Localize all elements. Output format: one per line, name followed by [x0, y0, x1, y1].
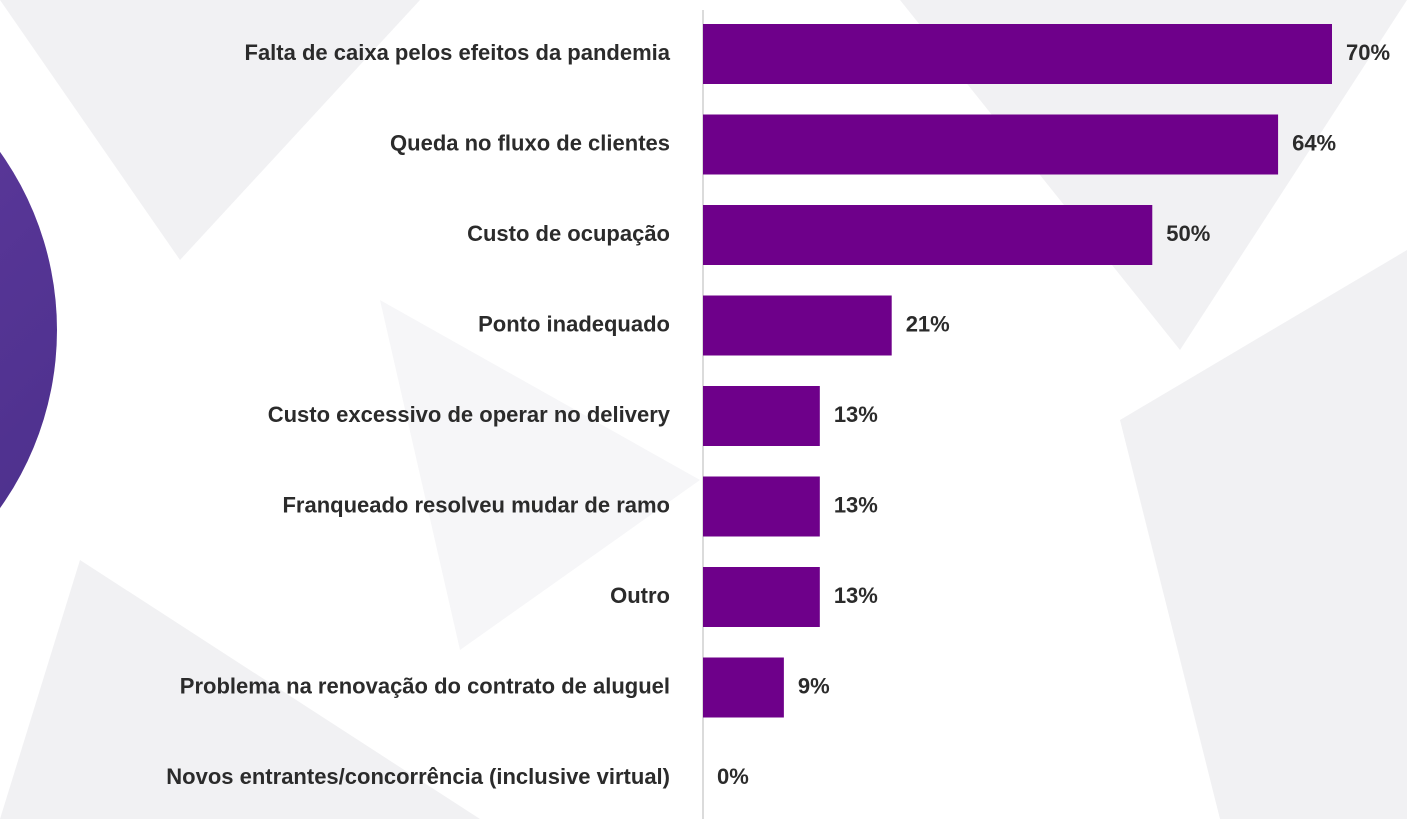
value-label: 21% — [906, 311, 950, 336]
value-label: 64% — [1292, 130, 1336, 155]
category-label: Custo excessivo de operar no delivery — [268, 402, 671, 427]
value-label: 13% — [834, 583, 878, 608]
category-label: Outro — [610, 583, 670, 608]
bar — [703, 295, 892, 356]
value-label: 13% — [834, 492, 878, 517]
category-label: Ponto inadequado — [478, 311, 670, 336]
bar — [703, 205, 1153, 265]
category-label: Custo de ocupação — [467, 221, 670, 246]
bar — [703, 567, 820, 627]
bar — [703, 476, 820, 537]
value-label: 50% — [1166, 221, 1210, 246]
value-label: 13% — [834, 402, 878, 427]
bar — [703, 386, 820, 446]
bar — [703, 657, 784, 718]
category-label: Queda no fluxo de clientes — [390, 130, 670, 155]
category-label: Problema na renovação do contrato de alu… — [180, 673, 670, 698]
value-label: 70% — [1346, 40, 1390, 65]
bar — [703, 24, 1332, 84]
category-label: Falta de caixa pelos efeitos da pandemia — [245, 40, 671, 65]
bar — [703, 114, 1279, 175]
value-label: 9% — [798, 673, 830, 698]
value-label: 0% — [717, 764, 749, 789]
category-label: Franqueado resolveu mudar de ramo — [282, 492, 670, 517]
decorative-circle — [0, 151, 57, 509]
category-label: Novos entrantes/concorrência (inclusive … — [166, 764, 670, 789]
